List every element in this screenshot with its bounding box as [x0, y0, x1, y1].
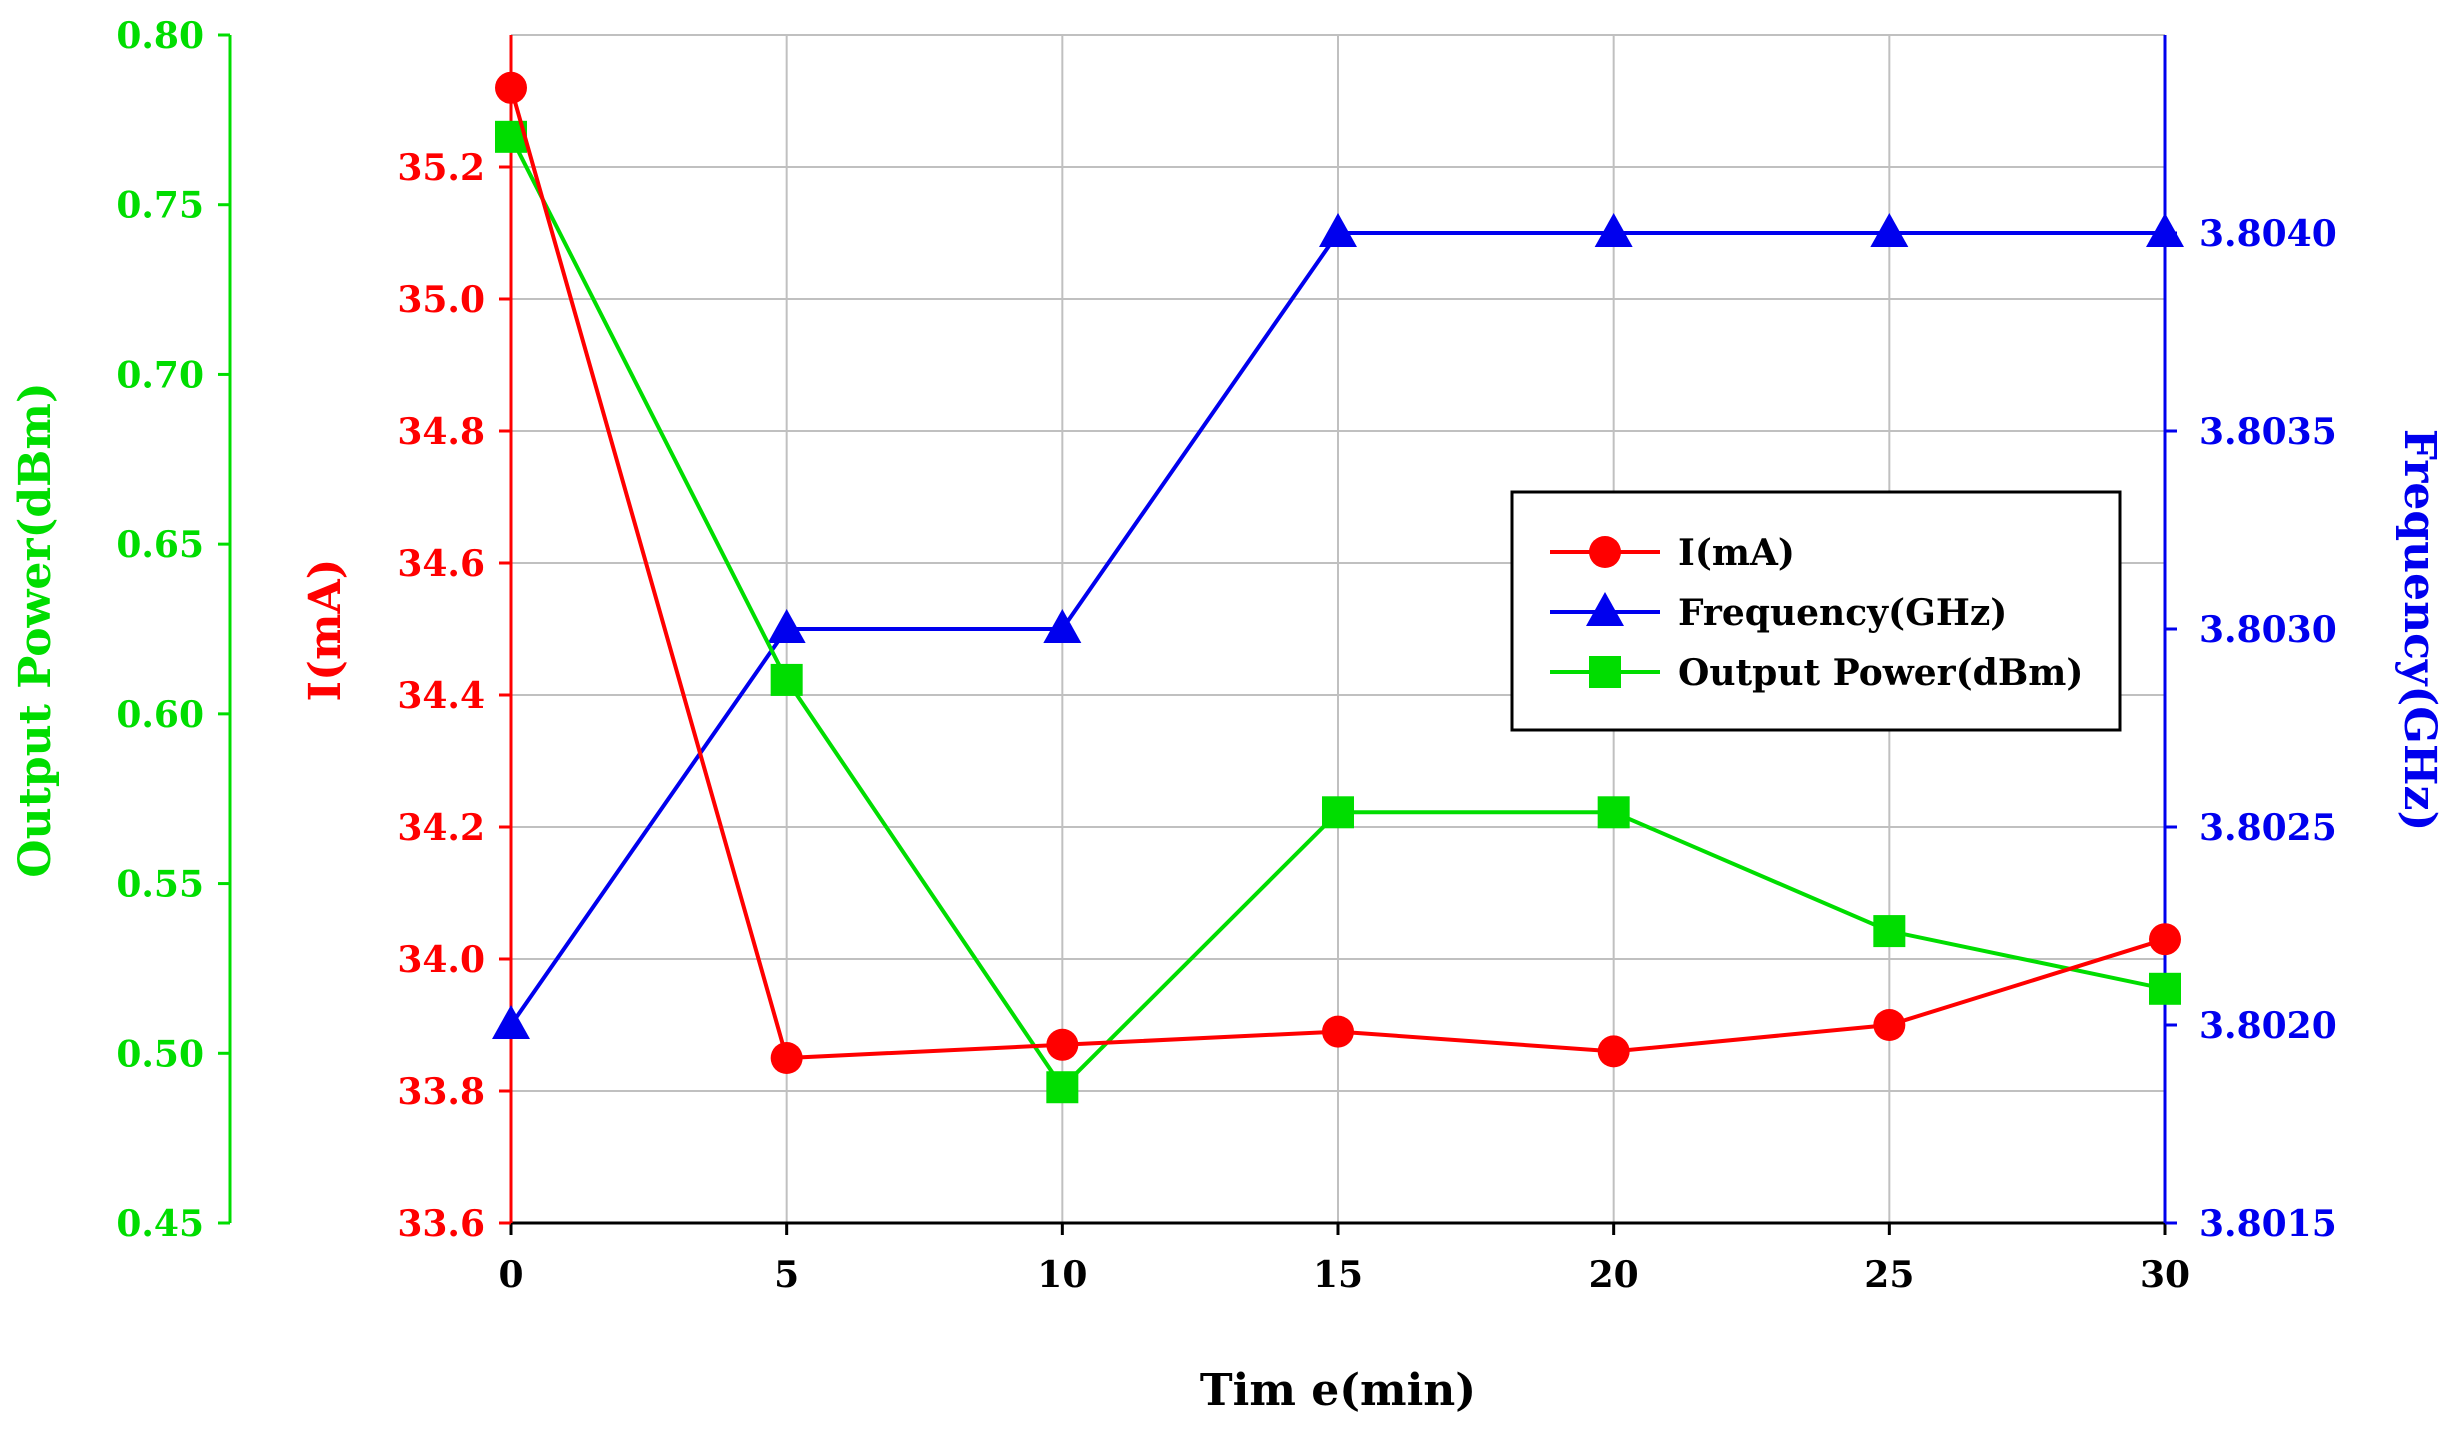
- x-axis-title: Tim e(min): [1200, 1365, 1476, 1416]
- power-point: [1873, 915, 1906, 948]
- current-tick-label: 34.4: [397, 675, 485, 717]
- current-point: [2149, 923, 2181, 956]
- x-tick-label: 0: [498, 1254, 523, 1296]
- power-tick-label: 0.45: [116, 1203, 204, 1245]
- frequency-point: [492, 1005, 530, 1039]
- frequency-point: [1594, 213, 1633, 247]
- frequency-series: [492, 213, 2184, 1039]
- frequency-tick-label: 3.8035: [2199, 411, 2337, 453]
- power-tick-label: 0.80: [116, 15, 204, 57]
- power-point: [1322, 796, 1354, 829]
- frequency-tick-label: 3.8015: [2199, 1203, 2337, 1245]
- current-tick-label: 34.8: [397, 411, 485, 453]
- frequency-point: [1319, 213, 1357, 247]
- legend-label: Frequency(GHz): [1678, 592, 2007, 634]
- power-tick-label: 0.60: [116, 694, 204, 736]
- frequency-tick-label: 3.8030: [2199, 609, 2337, 651]
- current-point: [495, 71, 527, 104]
- current-tick-label: 34.6: [397, 543, 485, 585]
- series-layer: [492, 71, 2184, 1104]
- legend-label: I(mA): [1678, 532, 1795, 574]
- current-tick-label: 35.0: [397, 279, 485, 321]
- frequency-point: [1043, 609, 1082, 643]
- power-point: [2149, 972, 2181, 1005]
- legend-item: I(mA): [1550, 532, 1795, 574]
- legend-item: Output Power(dBm): [1550, 652, 2083, 694]
- frequency-tick-label: 3.8040: [2199, 213, 2337, 255]
- current-axis-title: I(mA): [300, 559, 351, 702]
- x-tick-label: 5: [774, 1254, 799, 1296]
- legend-swatch-marker: [1586, 592, 1624, 626]
- frequency-tick-label: 3.8025: [2199, 807, 2337, 849]
- power-axis-title: Output Power(dBm): [10, 382, 61, 878]
- power-tick-label: 0.55: [116, 864, 204, 906]
- power-tick-label: 0.70: [116, 354, 204, 396]
- legend-label: Output Power(dBm): [1678, 652, 2083, 694]
- current-tick-label: 33.8: [397, 1071, 485, 1113]
- legend-swatch-marker: [1589, 536, 1621, 568]
- current-point: [1322, 1015, 1354, 1048]
- current-series: [495, 71, 2181, 1074]
- legend-swatch-marker: [1589, 656, 1621, 688]
- power-tick-label: 0.75: [116, 185, 204, 227]
- frequency-point: [767, 609, 806, 643]
- power-point: [1597, 796, 1630, 829]
- current-tick-label: 35.2: [397, 147, 485, 189]
- current-point: [770, 1042, 803, 1074]
- frequency-axis-title: Frequency(GHz): [2394, 429, 2445, 832]
- current-point: [1046, 1028, 1079, 1061]
- legend-item: Frequency(GHz): [1550, 592, 2007, 634]
- power-point: [770, 663, 803, 696]
- x-tick-label: 25: [1864, 1254, 1914, 1296]
- power-series: [495, 120, 2181, 1104]
- current-point: [1597, 1035, 1630, 1068]
- x-tick-label: 30: [2140, 1254, 2190, 1296]
- axes: 0 5 10 15 20 25 30 Tim e(min) 33.6 33.8 34.0 34.2 34…: [10, 15, 2445, 1416]
- power-tick-label: 0.50: [116, 1033, 204, 1075]
- frequency-point: [1870, 213, 1909, 247]
- frequency-point: [2146, 213, 2184, 247]
- power-tick-label: 0.65: [116, 524, 204, 566]
- current-tick-label: 34.0: [397, 939, 485, 981]
- x-tick-label: 10: [1037, 1254, 1087, 1296]
- current-point: [1873, 1009, 1906, 1041]
- current-tick-label: 34.2: [397, 807, 485, 849]
- current-tick-label: 33.6: [397, 1203, 485, 1245]
- frequency-tick-label: 3.8020: [2199, 1005, 2337, 1047]
- power-point: [1046, 1071, 1079, 1104]
- x-tick-label: 20: [1589, 1254, 1639, 1296]
- legend: I(mA) Frequency(GHz) Output Power(dBm): [1510, 490, 2122, 732]
- x-tick-label: 15: [1313, 1254, 1363, 1296]
